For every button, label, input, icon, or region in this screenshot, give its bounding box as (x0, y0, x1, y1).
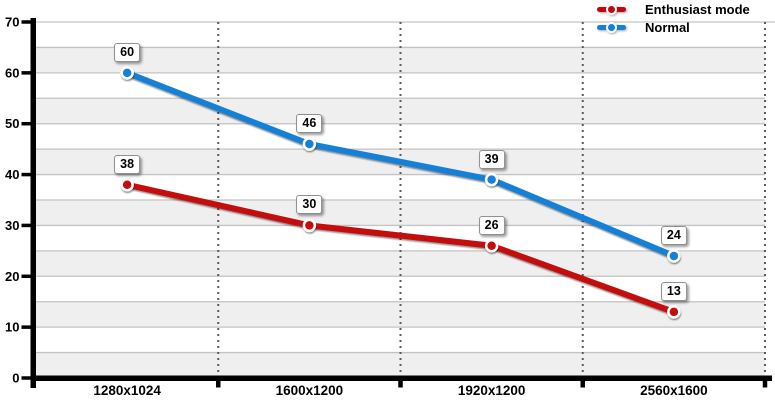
x-axis-tick (580, 378, 585, 388)
data-point-marker (120, 177, 134, 192)
legend-dot-icon (606, 21, 617, 33)
y-axis-tick-label: 60 (5, 65, 19, 80)
y-axis-tick-label: 40 (5, 167, 19, 182)
y-axis-tick (21, 121, 31, 126)
legend-label-enthusiast-mode: Enthusiast mode (645, 1, 750, 17)
y-axis-tick (21, 274, 31, 279)
data-point-marker (667, 249, 681, 263)
series-line (124, 181, 677, 315)
y-axis-line (30, 18, 36, 388)
x-axis-category-label: 1920x1200 (458, 383, 526, 398)
normal-line-marker-icon (597, 21, 637, 33)
y-axis-tick-label: 0 (12, 371, 19, 386)
data-point-marker (667, 305, 681, 319)
x-axis-tick (216, 378, 221, 388)
x-axis-category-label: 2560x1600 (640, 383, 708, 398)
x-axis-category-label: 1600x1200 (276, 383, 344, 398)
y-axis-tick (21, 172, 31, 177)
y-axis-tick (21, 20, 31, 24)
legend-item-enthusiast-mode: Enthusiast mode (597, 1, 750, 17)
data-point-marker (120, 66, 134, 80)
plot-band (36, 47, 765, 73)
data-point-marker (302, 218, 317, 233)
y-axis-tick-label: 70 (5, 15, 19, 30)
legend-item-normal: Normal (597, 19, 750, 35)
y-axis-tick-label: 30 (5, 218, 19, 233)
enthusiast-mode-line-marker-icon (597, 3, 637, 15)
legend-dash-icon (597, 6, 608, 12)
legend-dot-icon (606, 3, 617, 15)
legend-dash-icon (615, 24, 626, 30)
x-axis-tick (762, 378, 768, 388)
y-axis-tick-label: 20 (5, 269, 19, 284)
legend-dash-icon (615, 6, 626, 12)
y-axis-tick-label: 50 (5, 116, 19, 131)
series-line (124, 69, 677, 259)
y-axis-tick (21, 223, 31, 228)
x-axis-category-label: 1280x1024 (93, 383, 161, 398)
y-axis-tick-label: 10 (5, 320, 19, 335)
data-point-marker (484, 172, 499, 187)
legend-dash-icon (597, 24, 608, 30)
chart-legend: Enthusiast mode Normal (597, 1, 750, 35)
y-axis-tick (21, 71, 31, 75)
y-axis-tick (21, 376, 31, 380)
legend-label-normal: Normal (645, 19, 690, 35)
data-point-marker (302, 137, 317, 151)
y-axis-tick (21, 325, 31, 329)
data-point-marker (484, 239, 499, 253)
x-axis-tick (398, 378, 403, 388)
